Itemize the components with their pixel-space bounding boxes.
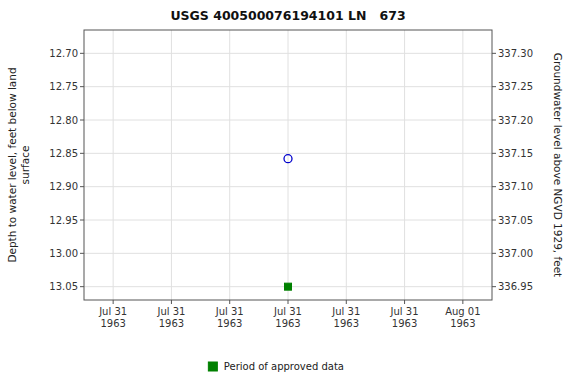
legend: Period of approved data xyxy=(208,361,344,372)
y-tick-label: 12.75 xyxy=(49,81,78,92)
y-tick xyxy=(80,286,84,287)
x-tick xyxy=(346,300,347,304)
background xyxy=(0,0,576,384)
x-tick-label: Jul 311963 xyxy=(390,306,419,329)
x-tick-label: Jul 311963 xyxy=(98,306,127,329)
axes: 12.70 12.75 12.80 12.85 12.90 12.95 13.00 13.05… xyxy=(49,48,533,329)
y2-tick-label: 336.95 xyxy=(498,281,533,292)
y2-tick-label: 337.30 xyxy=(498,48,533,59)
x-tick xyxy=(288,300,289,304)
plot-frame xyxy=(84,30,492,300)
data-marks xyxy=(284,155,292,290)
y-tick-label: 12.95 xyxy=(49,215,78,226)
y-tick-label: 12.90 xyxy=(49,181,78,192)
data-point xyxy=(284,155,292,163)
y2-tick-label: 337.05 xyxy=(498,215,533,226)
x-tick-label: Aug 011963 xyxy=(445,306,480,329)
y2-tick-label: 337.00 xyxy=(498,248,533,259)
y-tick-label: 12.70 xyxy=(49,48,78,59)
grid-line xyxy=(404,30,405,300)
y2-tick xyxy=(492,86,496,87)
y-tick-label: 12.80 xyxy=(49,115,78,126)
y2-tick xyxy=(492,53,496,54)
grid-line xyxy=(113,30,114,300)
grid xyxy=(84,30,492,300)
y2-tick xyxy=(492,286,496,287)
x-tick-label: Jul 311963 xyxy=(215,306,244,329)
x-tick-label: Jul 311963 xyxy=(156,306,185,329)
y-tick-label: 12.85 xyxy=(49,148,78,159)
y2-tick xyxy=(492,220,496,221)
y-tick xyxy=(80,253,84,254)
y-tick xyxy=(80,220,84,221)
y2-tick xyxy=(492,153,496,154)
y2-tick xyxy=(492,120,496,121)
grid-line xyxy=(171,30,172,300)
x-tick xyxy=(462,300,463,304)
legend-marker xyxy=(208,362,217,371)
y2-tick-label: 337.10 xyxy=(498,181,533,192)
x-tick xyxy=(113,300,114,304)
y-tick-label: 13.05 xyxy=(49,281,78,292)
x-tick-label: Jul 311963 xyxy=(273,306,302,329)
grid-line xyxy=(462,30,463,300)
y2-tick-label: 337.25 xyxy=(498,81,533,92)
legend-label: Period of approved data xyxy=(224,361,344,372)
y2-tick-label: 337.20 xyxy=(498,115,533,126)
x-tick xyxy=(229,300,230,304)
y-tick xyxy=(80,120,84,121)
y-tick-label: 13.00 xyxy=(49,248,78,259)
x-tick xyxy=(404,300,405,304)
x-tick-label: Jul 311963 xyxy=(331,306,360,329)
y2-tick xyxy=(492,253,496,254)
y2-tick-label: 337.15 xyxy=(498,148,533,159)
x-tick xyxy=(171,300,172,304)
data-point xyxy=(285,283,292,290)
title: USGS 400500076194101 LN 673 xyxy=(170,8,405,23)
grid-line xyxy=(346,30,347,300)
y-axis-label: Depth to water level, feet below landsur… xyxy=(6,67,31,262)
y2-axis-label: Groundwater level above NGVD 1929, feet xyxy=(552,53,564,277)
y2-tick xyxy=(492,186,496,187)
y-tick xyxy=(80,53,84,54)
grid-line xyxy=(288,30,289,300)
y-tick xyxy=(80,86,84,87)
y-tick xyxy=(80,153,84,154)
y-tick xyxy=(80,186,84,187)
chart: 12.70 12.75 12.80 12.85 12.90 12.95 13.00 13.05… xyxy=(0,0,576,384)
grid-line xyxy=(229,30,230,300)
